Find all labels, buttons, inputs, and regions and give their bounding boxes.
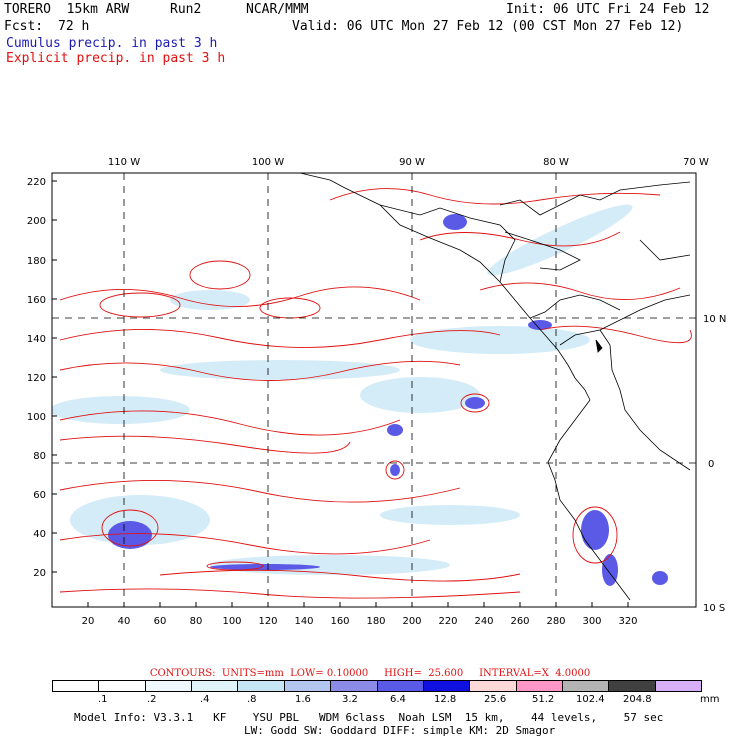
map-grid <box>52 173 696 607</box>
x-axis-ticks <box>87 602 629 607</box>
legend-color-cell <box>608 681 655 691</box>
model-info: Model Info: V3.3.1 KF YSU PBL WDM 6class… <box>74 711 664 724</box>
model-physics: LW: Godd SW: Goddard DIFF: simple KM: 2D… <box>244 724 556 737</box>
legend-label: 3.2 <box>342 694 358 705</box>
y-tick-label: 120 <box>27 373 46 384</box>
cumulus-precip-label: Cumulus precip. in past 3 h <box>6 36 218 51</box>
y-axis-labels: 220 200 180 160 140 120 100 80 60 40 20 <box>27 177 46 579</box>
y-tick-label: 80 <box>33 451 46 462</box>
legend-label: 51.2 <box>532 694 555 705</box>
legend-label: 6.4 <box>390 694 406 705</box>
latitude-labels: 10 N 0 10 S <box>703 314 726 614</box>
x-tick-label: 300 <box>582 616 601 627</box>
legend-color-cell <box>469 681 516 691</box>
y-tick-label: 60 <box>33 490 46 501</box>
coastlines <box>299 173 691 601</box>
x-tick-label: 20 <box>82 616 95 627</box>
x-tick-label: 320 <box>618 616 637 627</box>
x-tick-label: 120 <box>258 616 277 627</box>
x-tick-label: 40 <box>118 616 131 627</box>
legend-color-cell <box>53 681 99 691</box>
forecast-hour: 72 h <box>58 19 90 34</box>
y-tick-label: 180 <box>27 256 46 267</box>
lon-label: 100 W <box>252 157 284 168</box>
legend-color-cell <box>191 681 238 691</box>
explicit-precip-contours <box>59 188 692 599</box>
y-tick-label: 40 <box>33 529 46 540</box>
lat-label: 10 N <box>703 314 726 325</box>
x-axis-labels: 20 40 60 80 100 120 140 160 180 200 220 … <box>82 616 638 627</box>
legend-color-cell <box>422 681 470 691</box>
init-time: Init: 06 UTC Fri 24 Feb 12 <box>506 2 710 17</box>
x-tick-label: 180 <box>366 616 385 627</box>
contour-info: CONTOURS: UNITS=mm LOW= 0.10000 HIGH= 25… <box>149 668 591 679</box>
x-tick-label: 160 <box>330 616 349 627</box>
lat-label: 10 S <box>703 603 725 614</box>
legend-label: 204.8 <box>623 694 652 705</box>
x-tick-label: 200 <box>402 616 421 627</box>
y-tick-label: 200 <box>27 216 46 227</box>
legend-color-cell <box>376 681 423 691</box>
forecast-label: Fcst: <box>4 19 44 34</box>
x-tick-label: 140 <box>294 616 313 627</box>
cumulus-precip-field <box>52 204 633 575</box>
legend-color-cell <box>561 681 609 691</box>
map-frame <box>51 172 697 608</box>
x-tick-label: 80 <box>190 616 203 627</box>
legend-color-cell <box>330 681 377 691</box>
run-label: Run2 <box>170 2 202 17</box>
valid-time: Valid: 06 UTC Mon 27 Feb 12 (00 CST Mon … <box>292 19 684 34</box>
legend-label: 12.8 <box>434 694 457 705</box>
legend-label: 102.4 <box>576 694 605 705</box>
lon-label: 110 W <box>108 157 140 168</box>
x-tick-label: 240 <box>474 616 493 627</box>
explicit-precip-label: Explicit precip. in past 3 h <box>6 51 226 66</box>
lon-label: 90 W <box>399 157 425 168</box>
legend-unit: mm <box>700 694 720 705</box>
legend-color-cell <box>515 681 562 691</box>
legend-label: .8 <box>247 694 257 705</box>
model-title: TORERO 15km ARW <box>4 2 130 17</box>
lat-label: 0 <box>708 459 714 470</box>
legend-color-cell <box>144 681 192 691</box>
legend-label: 25.6 <box>484 694 507 705</box>
legend-color-cell <box>237 681 284 691</box>
y-tick-label: 100 <box>27 412 46 423</box>
legend-color-cell <box>98 681 145 691</box>
lon-label: 80 W <box>543 157 569 168</box>
y-tick-label: 220 <box>27 177 46 188</box>
longitude-labels: 110 W 100 W 90 W 80 W 70 W <box>108 157 709 168</box>
legend-color-cell <box>654 681 702 691</box>
org-label: NCAR/MMM <box>246 2 309 17</box>
x-tick-label: 280 <box>546 616 565 627</box>
map-field <box>52 173 696 607</box>
legend-label: 1.6 <box>295 694 311 705</box>
legend-color-cell <box>283 681 331 691</box>
legend-label: .1 <box>98 694 108 705</box>
legend-label: .4 <box>200 694 210 705</box>
lon-label: 70 W <box>683 157 709 168</box>
y-tick-label: 160 <box>27 295 46 306</box>
x-tick-label: 260 <box>510 616 529 627</box>
x-tick-label: 220 <box>438 616 457 627</box>
legend-label: .2 <box>147 694 157 705</box>
x-tick-label: 60 <box>154 616 167 627</box>
y-axis-ticks <box>52 180 57 573</box>
color-legend <box>52 680 702 692</box>
y-tick-label: 20 <box>33 568 46 579</box>
x-tick-label: 100 <box>222 616 241 627</box>
y-tick-label: 140 <box>27 334 46 345</box>
